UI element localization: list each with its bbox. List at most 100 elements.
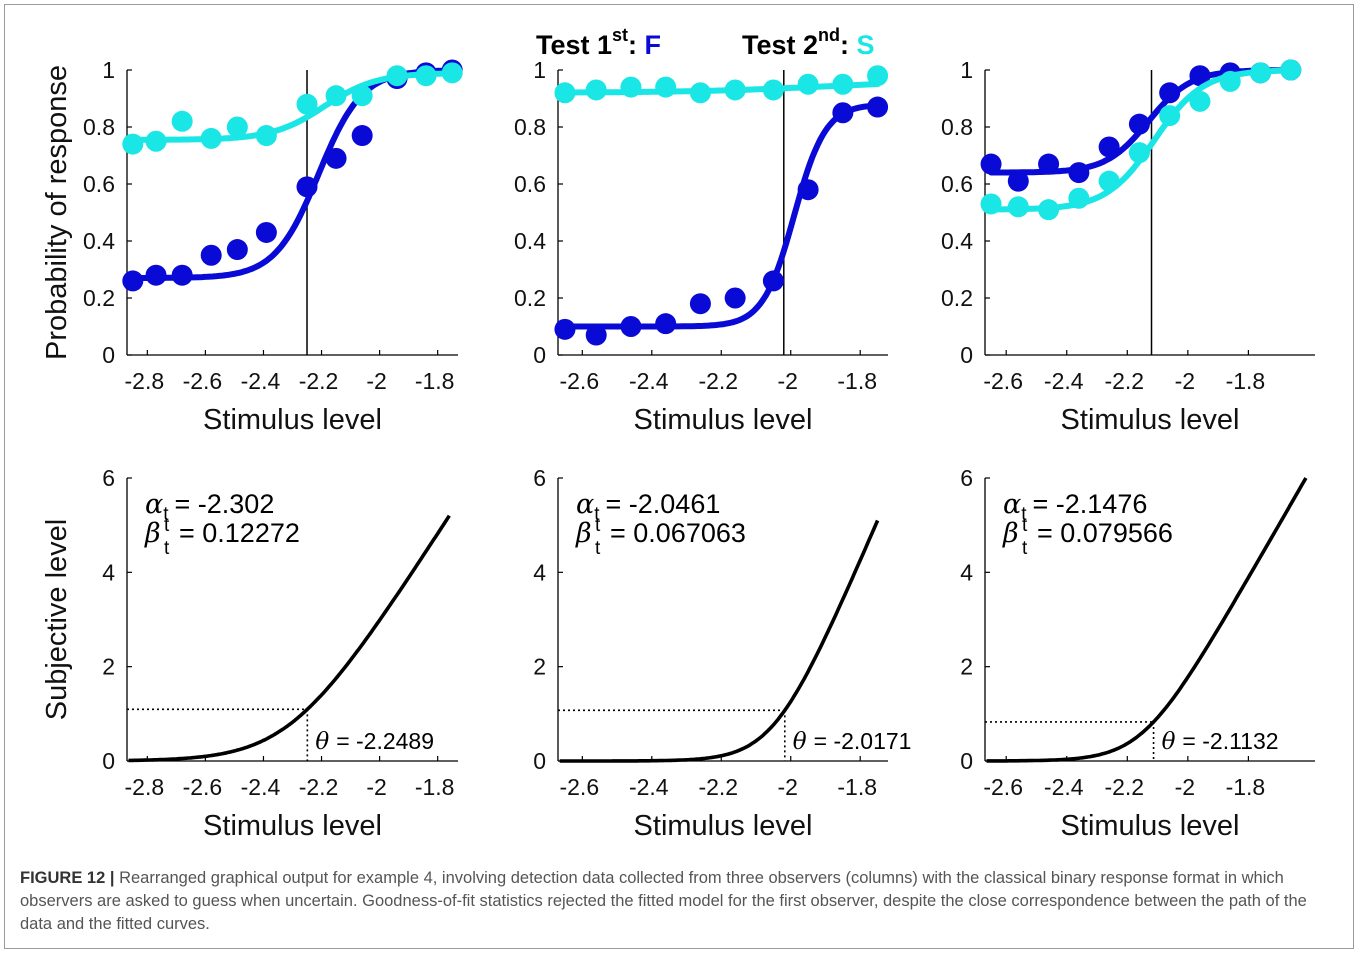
data-point-series-1 bbox=[351, 125, 373, 147]
alpha-value: = -2.302 bbox=[175, 489, 275, 519]
beta-symbol: β bbox=[1002, 518, 1019, 549]
y-tick-label: 0.8 bbox=[941, 114, 973, 140]
data-point-series-1 bbox=[620, 316, 642, 337]
data-point-series-2 bbox=[832, 73, 854, 95]
beta-annotation: β bbox=[575, 518, 592, 549]
x-tick-label: -2.6 bbox=[183, 368, 223, 394]
x-axis-label: Stimulus level bbox=[203, 810, 382, 842]
beta-superscript: t bbox=[595, 515, 601, 536]
alpha-symbol: α bbox=[576, 489, 594, 520]
data-point-series-1 bbox=[122, 270, 144, 292]
y-tick-label: 6 bbox=[960, 465, 973, 491]
data-point-series-2 bbox=[689, 82, 711, 104]
y-tick-label: 1 bbox=[960, 57, 973, 83]
legend-title: Test 1st: F​Test 2nd: S bbox=[536, 25, 875, 60]
theta-symbol: θ bbox=[315, 729, 329, 755]
alpha-symbol: α bbox=[1003, 489, 1021, 520]
theta-annotation: θ = -2.0171 bbox=[793, 728, 912, 755]
y-tick-label: 0.6 bbox=[514, 171, 546, 197]
x-tick-label: -1.8 bbox=[415, 774, 455, 800]
beta-value: = 0.067063 bbox=[610, 518, 746, 548]
data-point-series-1 bbox=[585, 324, 607, 346]
figure-caption: FIGURE 12 | Rearranged graphical output … bbox=[20, 867, 1338, 936]
data-point-series-2 bbox=[1159, 105, 1181, 127]
y-tick-label: 0.2 bbox=[83, 285, 115, 311]
data-point-series-1 bbox=[797, 179, 819, 201]
theta-value: = -2.1132 bbox=[1182, 728, 1278, 754]
y-tick-label: 0 bbox=[102, 342, 115, 368]
theta-annotation: θ = -2.2489 bbox=[315, 728, 434, 755]
alpha-value: = -2.1476 bbox=[1033, 489, 1148, 519]
beta-annotation: β bbox=[144, 518, 161, 549]
y-tick-label: 4 bbox=[102, 559, 115, 585]
panel-bottom-left: -2.8 -2.6 -2.4 -2.2 -2 -1.8 0 2 4 6 Stimulus level… bbox=[41, 465, 458, 842]
beta-value: = 0.12272 bbox=[179, 518, 300, 548]
data-point-series-1 bbox=[1068, 162, 1090, 184]
data-point-series-1 bbox=[171, 264, 193, 286]
x-tick-label: -1.8 bbox=[415, 368, 455, 394]
beta-value: = 0.079566 bbox=[1037, 518, 1173, 548]
x-axis-label: Stimulus level bbox=[1061, 810, 1240, 842]
y-tick-label: 4 bbox=[533, 559, 546, 585]
data-point-series-1 bbox=[255, 221, 277, 243]
x-tick-label: -2.4 bbox=[629, 774, 669, 800]
data-point-series-1 bbox=[832, 102, 854, 124]
panel-top-middle: -2.6 -2.4 -2.2 -2 -1.8 0 0.2 0.4 0.6 0.8 1 Stimulus… bbox=[514, 57, 889, 436]
theta-annotation: θ = -2.1132 bbox=[1162, 728, 1279, 755]
x-tick-label: -2.4 bbox=[1044, 368, 1084, 394]
data-point-series-2 bbox=[797, 73, 819, 95]
y-tick-label: 2 bbox=[102, 654, 115, 680]
data-point-series-1 bbox=[762, 270, 784, 292]
data-point-series-2 bbox=[351, 85, 373, 107]
x-tick-label: -2.6 bbox=[983, 774, 1023, 800]
x-tick-label: -2.2 bbox=[1104, 368, 1144, 394]
data-point-series-1 bbox=[1189, 65, 1211, 87]
x-tick-label: -2.4 bbox=[1044, 774, 1084, 800]
legend-s-letter: S bbox=[857, 30, 875, 60]
y-tick-label: 0.6 bbox=[83, 171, 115, 197]
data-point-series-2 bbox=[325, 85, 347, 107]
data-point-series-2 bbox=[980, 193, 1002, 215]
data-point-series-1 bbox=[1007, 170, 1029, 192]
y-tick-label: 0 bbox=[533, 748, 546, 774]
y-tick-label: 2 bbox=[533, 654, 546, 680]
y-tick-label: 0.4 bbox=[514, 228, 546, 254]
x-tick-label: -2 bbox=[366, 368, 386, 394]
data-point-series-2 bbox=[655, 76, 677, 98]
x-tick-label: -2.6 bbox=[183, 774, 223, 800]
data-point-series-2 bbox=[1007, 196, 1029, 218]
x-tick-label: -2 bbox=[1175, 368, 1195, 394]
data-point-series-1 bbox=[689, 293, 711, 315]
x-tick-label: -2.2 bbox=[299, 774, 339, 800]
data-point-series-1 bbox=[1038, 153, 1060, 175]
data-point-series-2 bbox=[415, 65, 437, 87]
fit-curve-series-2 bbox=[561, 81, 881, 96]
legend-s-sup: nd bbox=[818, 25, 840, 45]
y-tick-label: 1 bbox=[102, 57, 115, 83]
x-tick-label: -2.2 bbox=[698, 774, 738, 800]
y-tick-label: 0.2 bbox=[514, 285, 546, 311]
x-tick-label: -2 bbox=[366, 774, 386, 800]
y-tick-label: 0 bbox=[960, 342, 973, 368]
data-point-series-2 bbox=[1038, 199, 1060, 221]
data-point-series-1 bbox=[1098, 136, 1120, 158]
data-point-series-2 bbox=[724, 79, 746, 101]
beta-annotation: β bbox=[1002, 518, 1019, 549]
y-axis-label: Probability of response bbox=[41, 65, 73, 360]
subjective-level-curve bbox=[559, 519, 880, 763]
legend-f-letter: F bbox=[645, 30, 662, 60]
beta-subscript: t bbox=[1022, 538, 1028, 559]
y-axis-label: Subjective level bbox=[41, 519, 73, 721]
x-tick-label: -2.8 bbox=[125, 368, 165, 394]
y-tick-label: 0 bbox=[960, 748, 973, 774]
y-tick-label: 0.8 bbox=[83, 114, 115, 140]
y-tick-label: 1 bbox=[533, 57, 546, 83]
data-point-series-2 bbox=[441, 62, 463, 84]
fit-curve-series-2 bbox=[988, 67, 1294, 213]
beta-superscript: t bbox=[164, 515, 170, 536]
beta-subscript: t bbox=[595, 538, 601, 559]
data-point-series-2 bbox=[620, 76, 642, 98]
data-point-series-1 bbox=[867, 96, 889, 118]
x-tick-label: -2.8 bbox=[125, 774, 165, 800]
